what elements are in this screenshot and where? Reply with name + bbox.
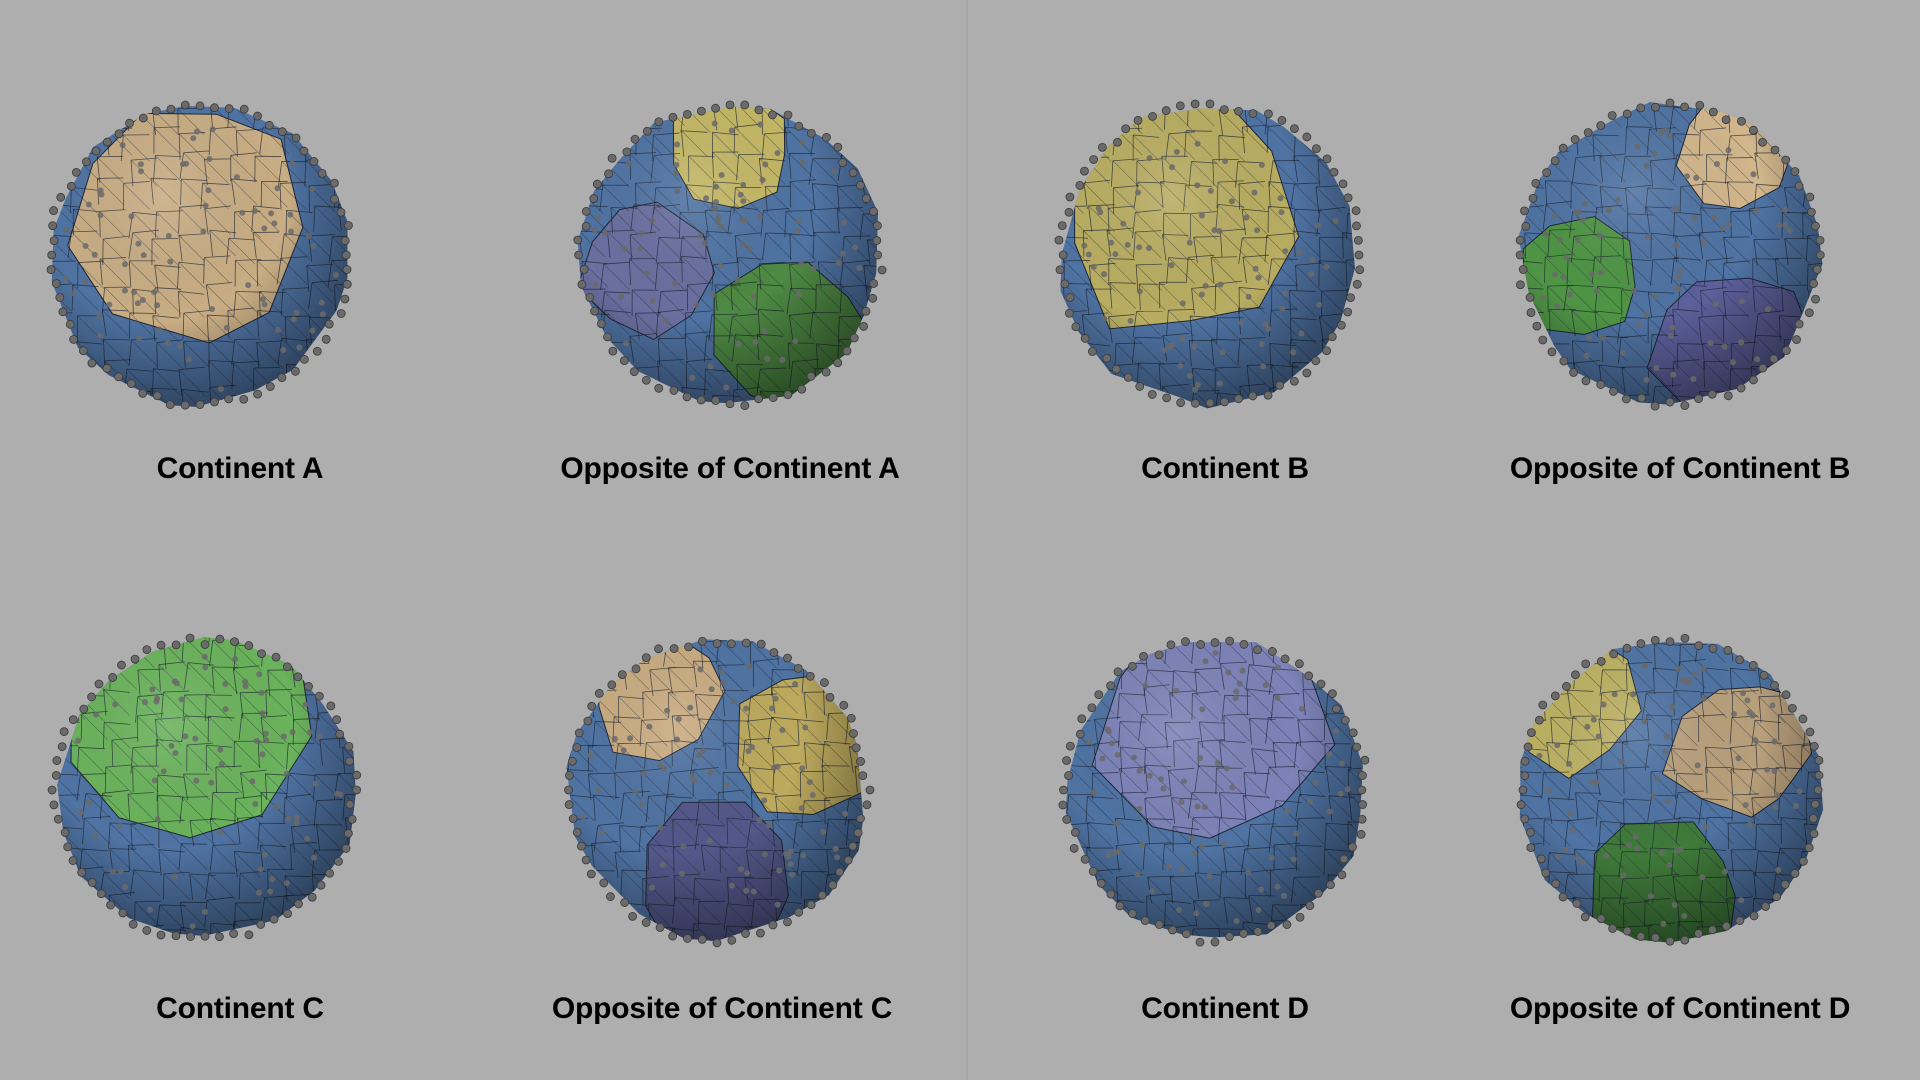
globe-opposite-continent-b xyxy=(1515,98,1825,411)
globe-continent-b xyxy=(1054,99,1365,409)
caption-opposite-continent-a: Opposite of Continent A xyxy=(560,452,900,485)
panel-opposite-continent-c: Opposite of Continent C xyxy=(482,540,962,1080)
panel-opposite-continent-d: Opposite of Continent D xyxy=(1440,540,1920,1080)
globe-opposite-continent-a xyxy=(573,100,887,411)
caption-continent-b: Continent B xyxy=(1141,452,1309,485)
center-divider xyxy=(966,0,968,1080)
panel-continent-d: Continent D xyxy=(985,540,1465,1080)
panel-continent-a: Continent A xyxy=(0,0,480,540)
panel-continent-c: Continent C xyxy=(0,540,480,1080)
globe-continent-d xyxy=(1058,636,1370,947)
globe-continent-c xyxy=(47,633,362,942)
panel-opposite-continent-b: Opposite of Continent B xyxy=(1440,0,1920,540)
caption-continent-d: Continent D xyxy=(1141,992,1309,1025)
globe-opposite-continent-c xyxy=(564,636,875,948)
caption-opposite-continent-b: Opposite of Continent B xyxy=(1509,452,1851,485)
panel-opposite-continent-a: Opposite of Continent A xyxy=(490,0,970,540)
caption-opposite-continent-c: Opposite of Continent C xyxy=(551,992,893,1025)
caption-opposite-continent-d: Opposite of Continent D xyxy=(1509,992,1851,1025)
caption-continent-a: Continent A xyxy=(156,452,324,485)
caption-continent-c: Continent C xyxy=(156,992,324,1025)
globe-continent-a xyxy=(46,100,353,410)
panel-continent-b: Continent B xyxy=(985,0,1465,540)
globe-opposite-continent-d xyxy=(1516,633,1824,946)
